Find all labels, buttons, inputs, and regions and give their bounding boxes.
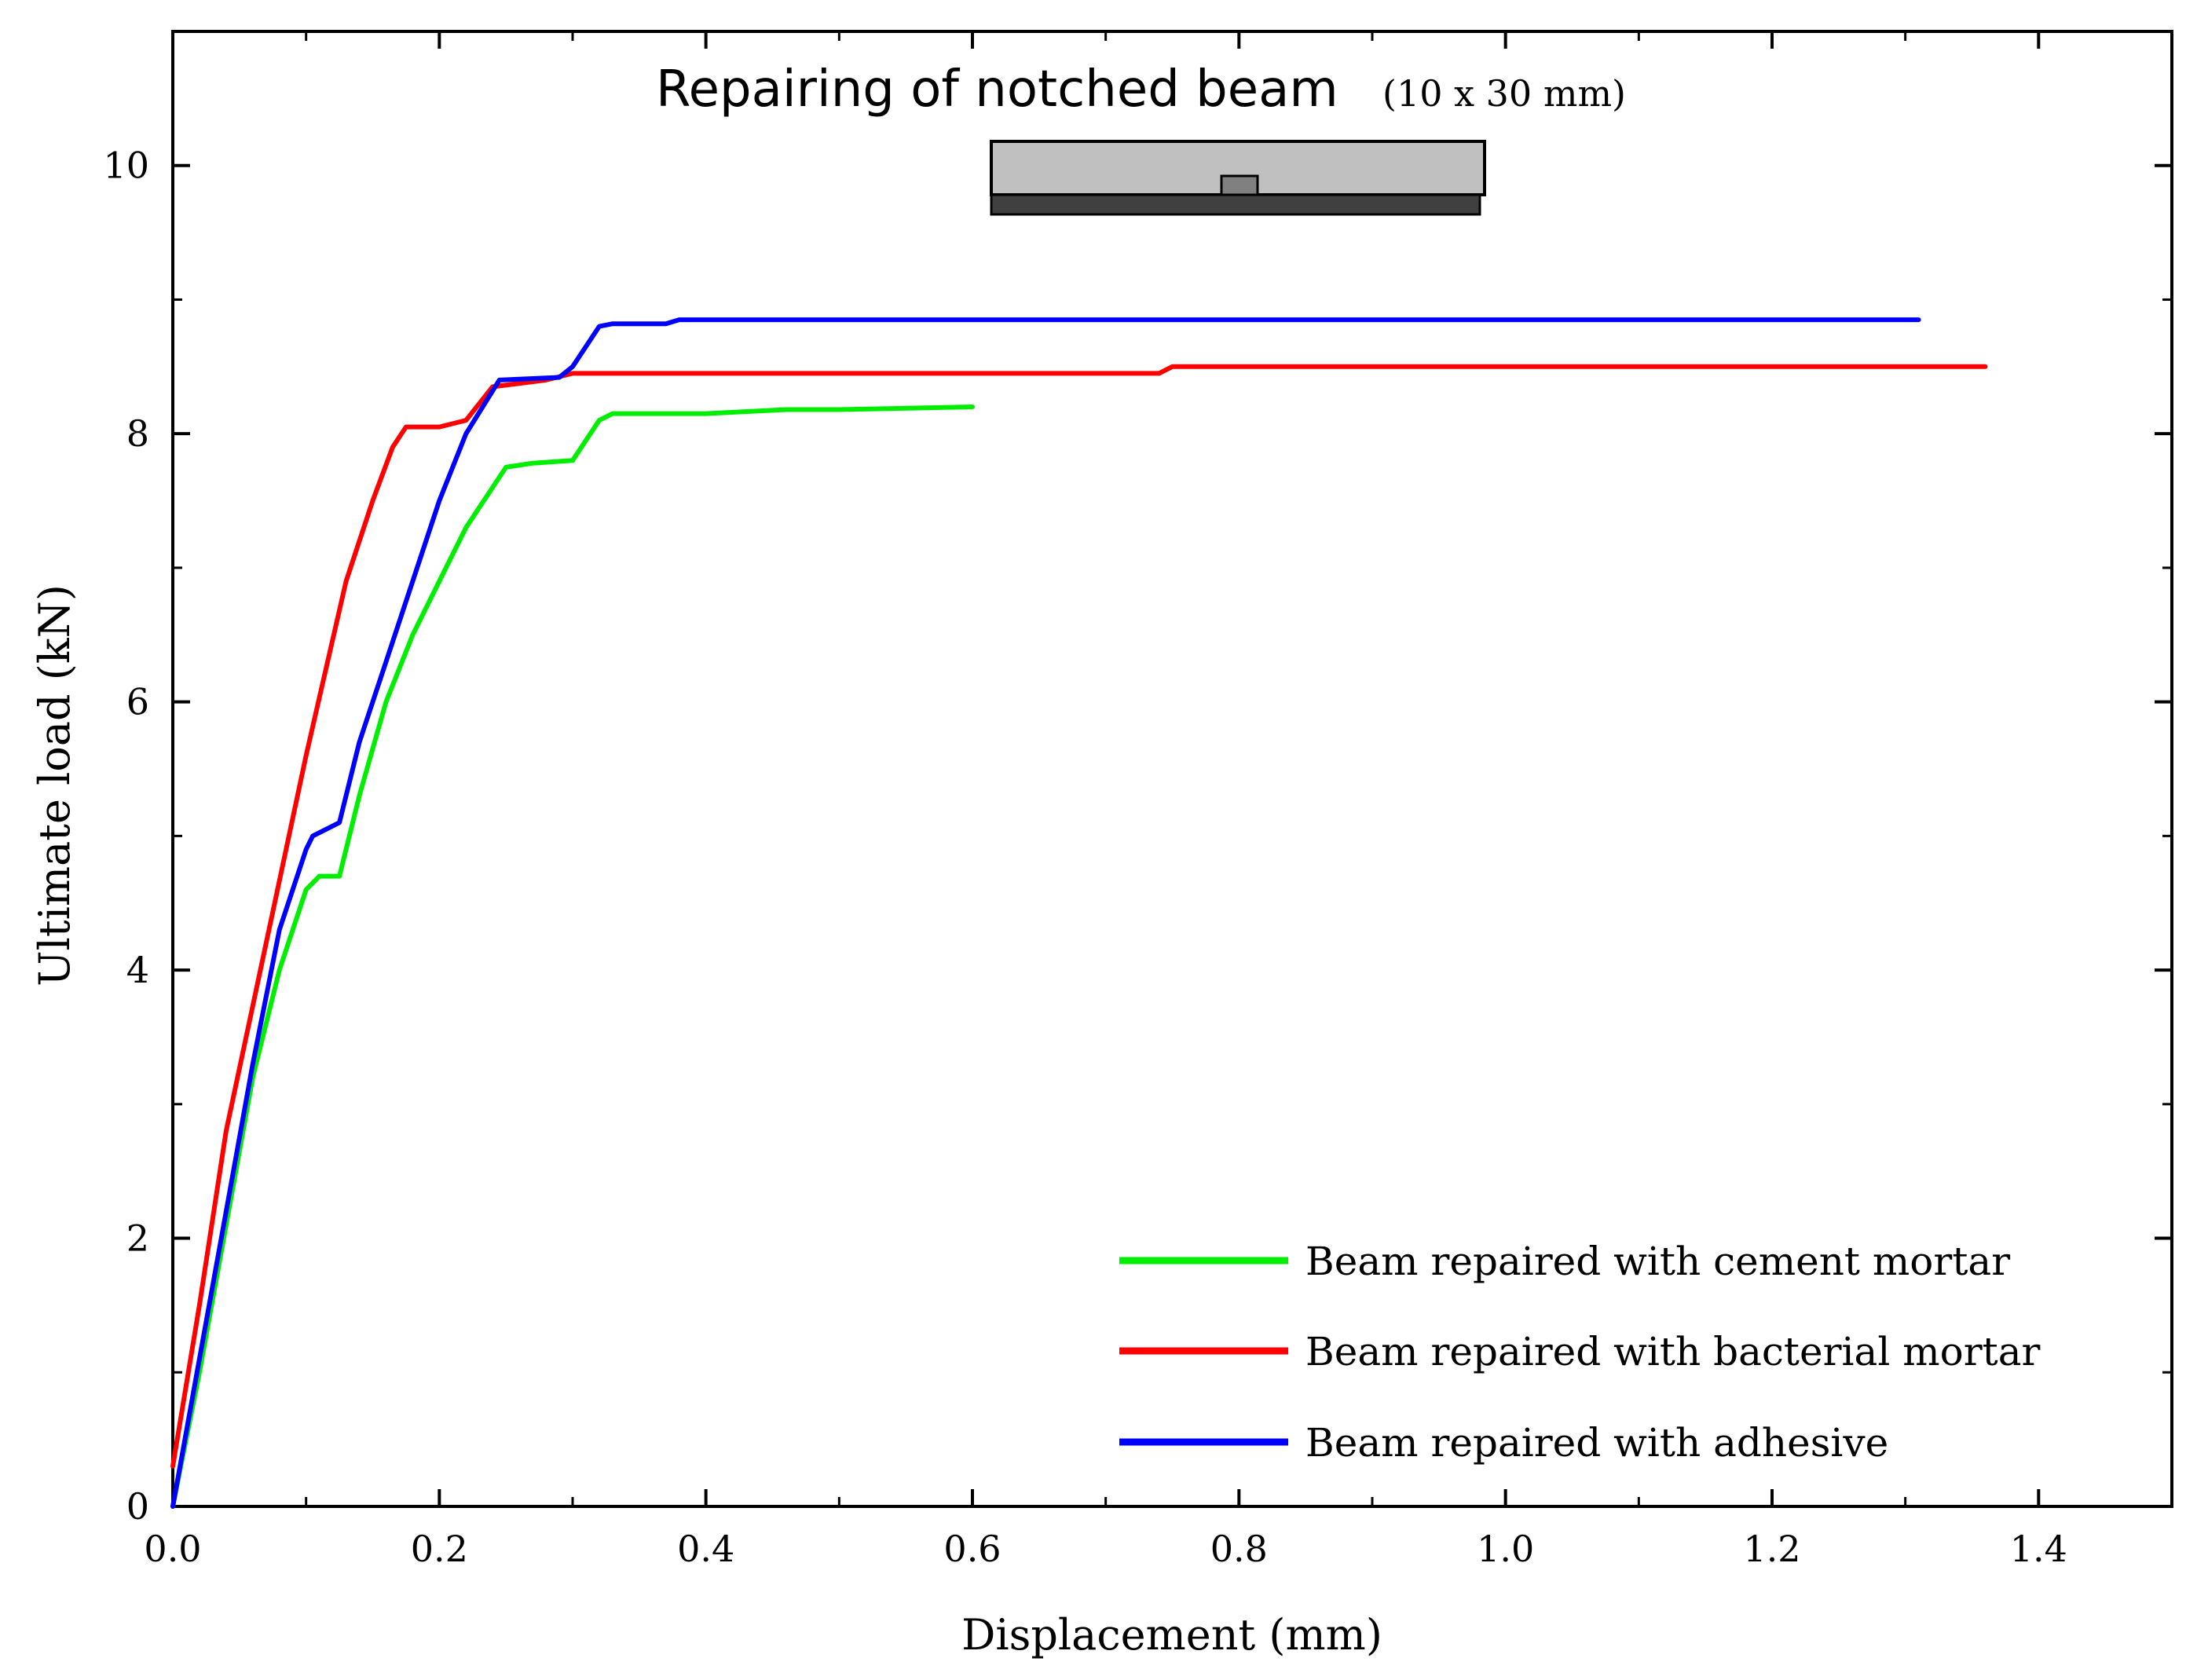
y-axis: 0 2 4 6 8 10 xyxy=(103,145,2172,1528)
series-line-1 xyxy=(170,404,975,1509)
y-tick-label: 10 xyxy=(103,145,149,187)
y-tick-label: 4 xyxy=(126,949,149,991)
y-tick-label: 0 xyxy=(126,1485,149,1528)
x-tick-label: 1.2 xyxy=(1743,1528,1800,1570)
legend-label-1: Beam repaired with cement mortar xyxy=(1305,1239,2010,1284)
notched-beam-icon xyxy=(990,140,1486,216)
y-tick-label: 6 xyxy=(126,681,149,723)
x-tick-label: 0.8 xyxy=(1210,1528,1268,1570)
series-layer xyxy=(170,317,1988,1509)
plot-area-frame xyxy=(171,30,2173,1508)
x-tick-label: 0.0 xyxy=(144,1528,201,1570)
beam-repair-layer xyxy=(990,193,1481,216)
chart-subtitle: (10 x 30 mm) xyxy=(1382,72,1626,115)
x-tick-label: 0.4 xyxy=(677,1528,734,1570)
legend-label-3: Beam repaired with adhesive xyxy=(1305,1420,1888,1466)
series-line-2 xyxy=(170,364,1988,1469)
x-tick-label: 0.6 xyxy=(943,1528,1001,1570)
y-axis-title: Ultimate load (kN) xyxy=(30,584,79,986)
x-axis: 0.0 0.2 0.4 0.6 0.8 1.0 1.2 1.4 xyxy=(144,31,2173,1570)
series-line-3 xyxy=(170,317,1921,1509)
x-tick-label: 0.2 xyxy=(411,1528,468,1570)
legend: Beam repaired with cement mortar Beam rep… xyxy=(1119,1239,2041,1466)
chart-title: Repairing of notched beam xyxy=(656,60,1338,119)
beam-notch xyxy=(1220,174,1259,196)
x-tick-label: 1.0 xyxy=(1477,1528,1534,1570)
y-tick-label: 2 xyxy=(126,1217,149,1260)
legend-label-2: Beam repaired with bacterial mortar xyxy=(1305,1329,2041,1374)
x-axis-title: Displacement (mm) xyxy=(961,1610,1382,1660)
y-tick-label: 8 xyxy=(126,412,149,455)
x-tick-label: 1.4 xyxy=(2010,1528,2067,1570)
